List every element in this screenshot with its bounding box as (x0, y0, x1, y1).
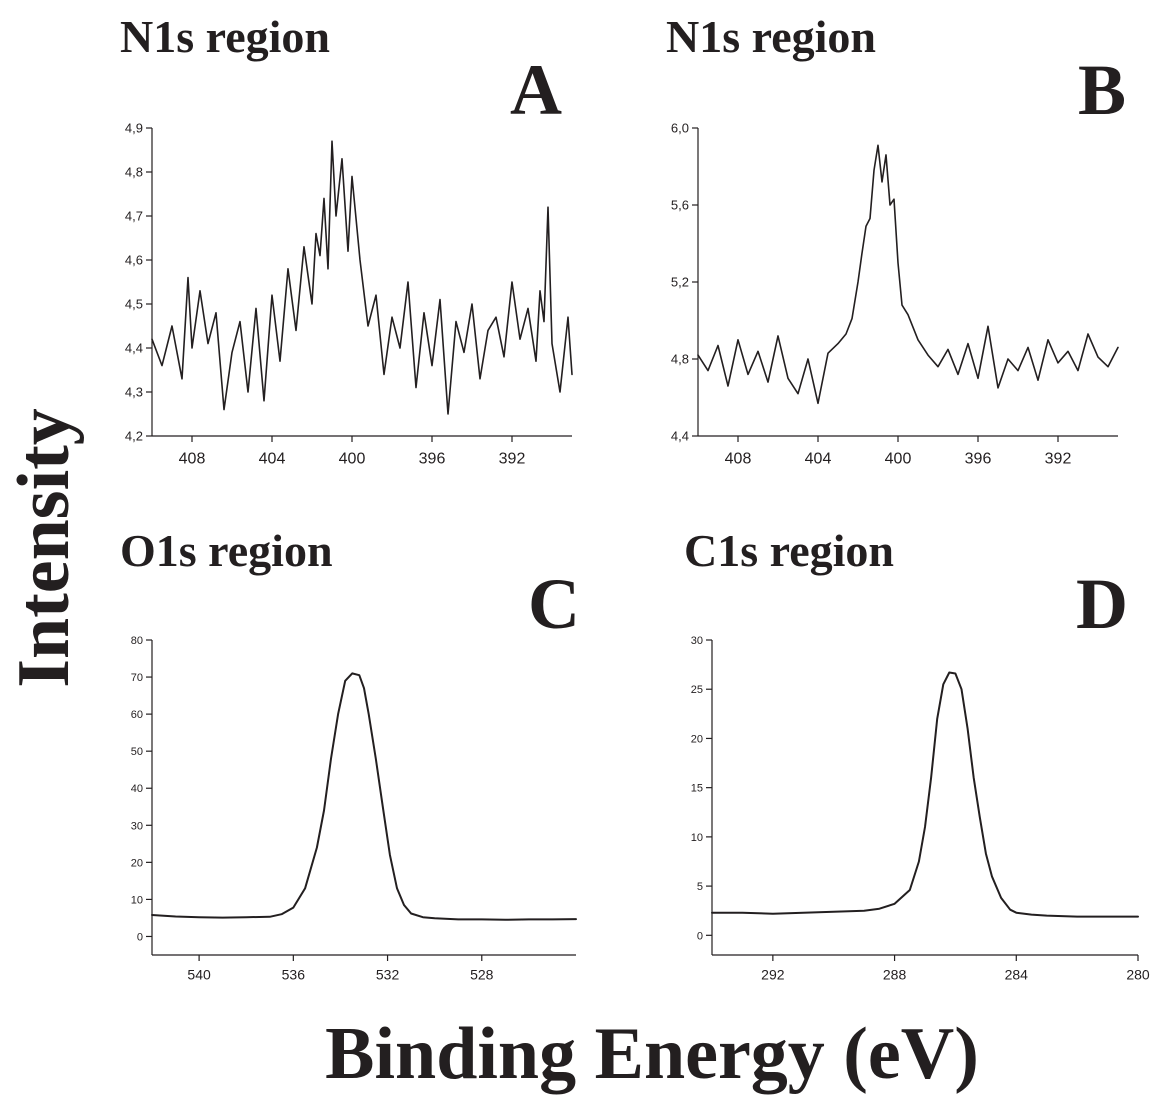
panel-b-letter: B (1078, 50, 1126, 130)
panel-c-y-tick-label: 40 (131, 783, 143, 795)
panel-c-y-tick-label: 10 (131, 894, 143, 906)
panel-d-letter: D (1076, 564, 1128, 644)
panel-c-x-tick-label: 536 (282, 967, 306, 983)
panel-c-series-line (151, 672, 577, 921)
panel-c: O1s region C 0 10 20 30 40 50 60 70 80 540 536 532 5… (120, 525, 580, 983)
panel-c-x-tick-label: 540 (187, 967, 211, 983)
panel-b-x-tick-label: 400 (885, 451, 912, 468)
panel-b-x-tick-label: 392 (1045, 451, 1072, 468)
panel-b-y-tick-label: 5,2 (671, 275, 689, 290)
figure-ylabel: Intensity (3, 408, 85, 688)
panel-d-y-tick-label: 10 (691, 832, 703, 844)
panel-c-x-tick-label: 528 (470, 967, 494, 983)
panel-a-title: N1s region (120, 11, 330, 62)
panel-b-x-tick-label: 404 (805, 451, 832, 468)
panel-c-x-tick-label: 532 (376, 967, 400, 983)
panel-d-x-tick-label: 292 (761, 967, 785, 983)
panel-b-y-tick-label: 4,8 (671, 352, 689, 367)
panel-c-plot: 0 10 20 30 40 50 60 70 80 540 536 532 528 (131, 635, 577, 983)
panel-a-y-tick-label: 4,7 (125, 209, 143, 224)
panel-b-x-tick-label: 396 (965, 451, 992, 468)
panel-b-series-line (697, 144, 1119, 405)
panel-a-y-tick-label: 4,9 (125, 121, 143, 136)
panel-b-x-tick-label: 408 (725, 451, 752, 468)
panel-d-y-tick-label: 5 (697, 881, 703, 893)
panel-b: N1s region B 4,4 4,8 5,2 5,6 6,0 408 404 400 396… (666, 11, 1126, 468)
panel-d-title: C1s region (684, 525, 894, 576)
panel-c-y-tick-label: 0 (137, 931, 143, 943)
panel-d-x-tick-label: 288 (883, 967, 907, 983)
panel-b-y-tick-label: 6,0 (671, 121, 689, 136)
panel-d-y-tick-label: 30 (691, 635, 703, 647)
panel-a-x-tick-label: 408 (179, 451, 206, 468)
panel-c-y-tick-label: 50 (131, 746, 143, 758)
panel-a-letter: A (510, 50, 562, 130)
panel-c-y-tick-label: 60 (131, 709, 143, 721)
panel-b-plot: 4,4 4,8 5,2 5,6 6,0 408 404 400 396 392 (671, 121, 1119, 468)
panel-a-y-tick-label: 4,5 (125, 297, 143, 312)
panel-d-x-tick-label: 284 (1005, 967, 1029, 983)
panel-a-x-tick-label: 392 (499, 451, 526, 468)
panel-c-y-tick-label: 30 (131, 820, 143, 832)
panel-a-y-tick-label: 4,3 (125, 385, 143, 400)
panel-a-x-tick-label: 404 (259, 451, 286, 468)
panel-a: N1s region A 4,2 4,3 4,4 4,5 4,6 4,7 4,8 4,9 408… (120, 11, 573, 468)
panel-a-plot: 4,2 4,3 4,4 4,5 4,6 4,7 4,8 4,9 408 404 400 396 392 (125, 121, 573, 468)
panel-d-plot: 0 5 10 15 20 25 30 292 288 284 280 (691, 635, 1150, 983)
panel-d-x-tick-label: 280 (1126, 967, 1150, 983)
panel-a-y-tick-label: 4,2 (125, 429, 143, 444)
panel-a-x-tick-label: 400 (339, 451, 366, 468)
panel-d-series-line (711, 671, 1139, 918)
panel-b-y-tick-label: 5,6 (671, 198, 689, 213)
panel-b-y-tick-label: 4,4 (671, 429, 689, 444)
figure-xlabel: Binding Energy (eV) (325, 1013, 979, 1095)
panel-c-y-tick-label: 70 (131, 672, 143, 684)
panel-d-y-tick-label: 25 (691, 684, 703, 696)
panel-d-y-tick-label: 0 (697, 930, 703, 942)
panel-d-y-tick-label: 15 (691, 783, 703, 795)
panel-a-series-line (151, 140, 573, 415)
panel-a-x-tick-label: 396 (419, 451, 446, 468)
panel-d: C1s region D 0 5 10 15 20 25 30 292 288 284 280 (684, 525, 1150, 983)
panel-c-title: O1s region (120, 525, 333, 576)
panel-c-y-tick-label: 20 (131, 857, 143, 869)
panel-a-y-tick-label: 4,6 (125, 253, 143, 268)
panel-c-letter: C (528, 564, 580, 644)
panel-a-y-tick-label: 4,8 (125, 165, 143, 180)
panel-b-title: N1s region (666, 11, 876, 62)
panel-d-y-tick-label: 20 (691, 733, 703, 745)
panel-c-y-tick-label: 80 (131, 635, 143, 647)
panel-a-y-tick-label: 4,4 (125, 341, 143, 356)
